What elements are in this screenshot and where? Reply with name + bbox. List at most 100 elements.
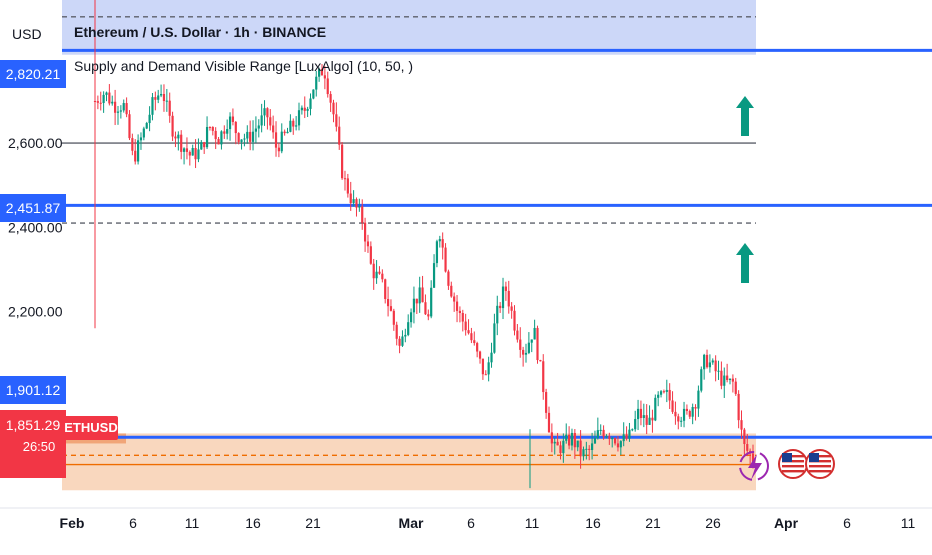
candle-body	[499, 305, 502, 309]
candle-body	[269, 117, 272, 126]
candle-body	[616, 443, 620, 448]
candle-body	[516, 330, 519, 340]
candle-body	[441, 239, 444, 248]
candle-body	[487, 362, 490, 375]
candle-body	[363, 222, 367, 242]
candle-body	[145, 123, 148, 129]
candle-body	[536, 327, 539, 361]
candle-body	[274, 132, 278, 148]
candle-body	[651, 417, 654, 421]
candle-body	[562, 440, 565, 454]
candle-body	[381, 273, 384, 280]
candle-body	[309, 98, 312, 109]
candle-body	[257, 125, 260, 129]
candle-body	[134, 150, 137, 162]
candle-body	[157, 95, 160, 100]
candle-body	[631, 429, 634, 431]
candle-body	[605, 436, 608, 438]
us-flag-icon	[778, 449, 808, 479]
bar-countdown: 26:50	[22, 439, 56, 454]
candle-body	[295, 125, 298, 127]
candle-body	[438, 239, 441, 242]
candle-body	[464, 321, 467, 331]
candle-body	[737, 393, 740, 421]
us-flag-icon	[805, 449, 835, 479]
candle-body	[430, 287, 433, 317]
candle-body	[493, 323, 496, 353]
candle-body	[613, 438, 617, 444]
candle-body	[645, 415, 648, 425]
candle-body	[280, 131, 283, 152]
candle-body	[484, 374, 487, 376]
candle-body	[228, 116, 232, 130]
candle-body	[734, 381, 737, 394]
candle-body	[694, 407, 697, 409]
candle-body	[424, 302, 427, 315]
candle-body	[312, 89, 315, 99]
candle-body	[249, 131, 252, 142]
candle-body	[217, 139, 220, 145]
candle-body	[352, 199, 355, 204]
candle-body	[570, 432, 574, 446]
candle-body	[323, 75, 326, 79]
candle-body	[174, 136, 177, 139]
candle-body	[349, 193, 352, 204]
candle-body	[105, 92, 108, 95]
candle-body	[691, 407, 694, 417]
candle-body	[731, 378, 734, 382]
candle-body	[128, 114, 131, 139]
candle-body	[522, 349, 525, 355]
candle-body	[260, 115, 263, 126]
candle-body	[524, 352, 528, 355]
candle-body	[182, 148, 186, 152]
candle-body	[674, 411, 677, 417]
candle-body	[568, 434, 571, 446]
indicator-label[interactable]: Supply and Demand Visible Range [LuxAlgo…	[74, 58, 414, 74]
candle-body	[743, 429, 746, 445]
candle-body	[131, 138, 134, 151]
candle-body	[122, 103, 125, 111]
candle-body	[286, 131, 289, 134]
currency-label[interactable]: USD	[12, 26, 42, 42]
candle-body	[401, 336, 404, 346]
x-tick-label: Mar	[399, 515, 424, 531]
candle-body	[335, 114, 338, 127]
candle-body	[404, 334, 407, 337]
candle-body	[654, 397, 657, 421]
candle-body	[180, 134, 183, 152]
y-tick-label: 2,400.00	[8, 219, 63, 235]
candle-body	[320, 68, 324, 76]
symbol-tag: ETHUSD	[64, 416, 118, 440]
candle-body	[461, 313, 464, 322]
candle-body	[705, 354, 709, 368]
candle-body	[272, 125, 275, 133]
candle-body	[372, 263, 375, 279]
x-tick-label: Feb	[60, 515, 85, 531]
candle-body	[432, 263, 436, 288]
candle-body	[559, 445, 562, 454]
candle-body	[386, 299, 390, 307]
candle-body	[395, 324, 398, 339]
price-badge-mid: 2,451.87	[0, 194, 66, 222]
candle-body	[165, 100, 168, 102]
last-price: 1,851.29	[5, 417, 61, 433]
candle-body	[519, 339, 522, 350]
candle-body	[415, 298, 418, 304]
candle-body	[714, 360, 717, 372]
x-tick-label: 21	[645, 515, 661, 531]
candle-body	[168, 100, 171, 116]
candle-body	[556, 441, 559, 446]
candle-body	[542, 361, 545, 393]
candle-body	[108, 92, 111, 104]
candle-body	[751, 453, 755, 462]
candle-body	[177, 134, 180, 139]
candle-body	[398, 338, 401, 346]
candle-body	[688, 411, 691, 417]
candle-body	[682, 408, 686, 421]
candle-body	[659, 391, 663, 395]
candle-body	[467, 330, 470, 334]
candle-body	[476, 343, 479, 352]
candle-body	[355, 199, 358, 208]
